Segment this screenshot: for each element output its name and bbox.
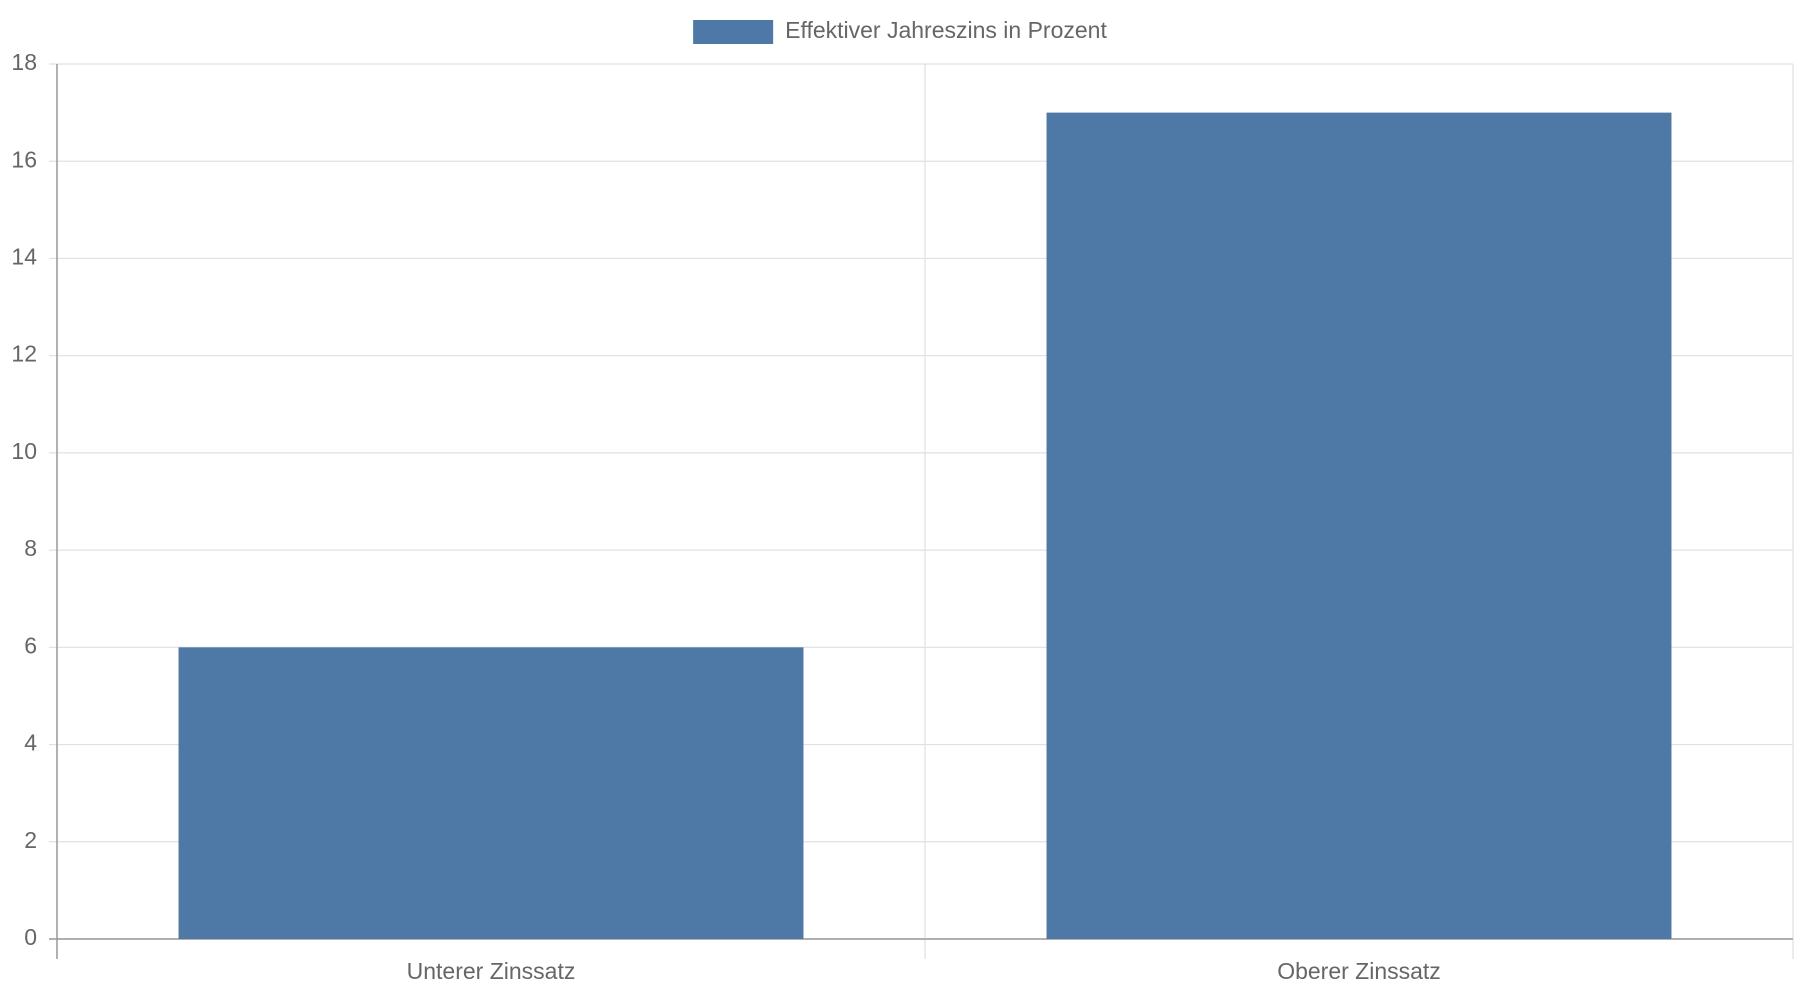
x-tick-label: Unterer Zinssatz: [407, 958, 576, 984]
y-tick-label: 4: [24, 730, 37, 756]
legend-label: Effektiver Jahreszins in Prozent: [785, 17, 1107, 43]
y-tick-label: 10: [11, 438, 37, 464]
bar: [178, 647, 804, 939]
y-tick-label: 18: [11, 49, 37, 75]
y-tick-label: 8: [24, 535, 37, 561]
y-tick-label: 0: [24, 924, 37, 950]
y-tick-label: 6: [24, 632, 37, 658]
y-tick-label: 14: [11, 244, 37, 270]
y-tick-label: 16: [11, 146, 37, 172]
y-tick-label: 2: [24, 827, 37, 853]
legend-swatch: [693, 20, 774, 44]
y-tick-label: 12: [11, 341, 37, 367]
x-tick-label: Oberer Zinssatz: [1277, 958, 1441, 984]
bar: [1046, 112, 1672, 940]
